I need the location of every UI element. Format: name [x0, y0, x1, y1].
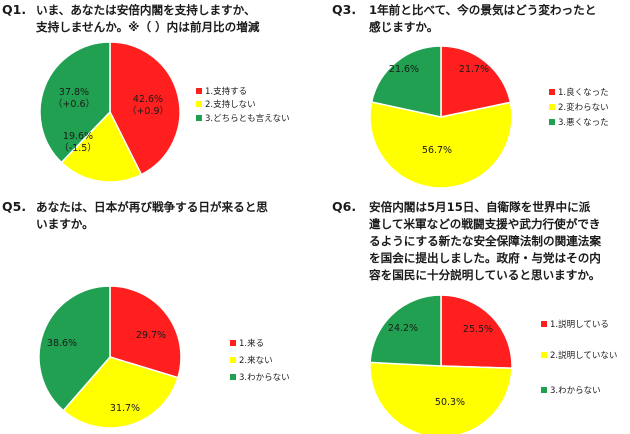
- legend-swatch: [549, 104, 555, 110]
- legend-label: 1.来る: [239, 339, 264, 349]
- pie-slice-1: [109, 41, 181, 176]
- legend-label: 3.どちらとも言えない: [205, 113, 290, 124]
- slice-value-label: 56.7%: [422, 145, 452, 156]
- slice-value-label: 24.2%: [388, 323, 418, 334]
- pie-slice-3: [38, 285, 111, 412]
- pie-slice-1: [440, 294, 513, 370]
- pie-slice-2: [369, 101, 513, 189]
- slice-value-label: 21.7%: [459, 64, 489, 75]
- slice-value-label: 31.7%: [110, 403, 140, 414]
- legend-swatch: [541, 352, 547, 358]
- question-1-text: いま、あなたは安倍内閣を支持しますか、 支持しませんか。※（ ）内は前月比の増減: [36, 3, 260, 34]
- question-6-text: 安倍内閣は5月15日、自衛隊を世界中に派 遣して米軍などの戦闘支援や武力行使がで…: [369, 200, 601, 282]
- question-5-text: あなたは、日本が再び戦争する日が来ると思 いますか。: [36, 200, 268, 231]
- legend-swatch: [549, 119, 555, 125]
- question-1-number: Q1.: [2, 2, 27, 17]
- legend-swatch: [196, 115, 202, 121]
- slice-change-label: （-1.5）: [59, 142, 97, 154]
- legend-swatch: [230, 340, 236, 346]
- legend-label: 3.わからない: [550, 386, 601, 396]
- legend-label: 3.悪くなった: [558, 118, 609, 128]
- pie-slice-2: [369, 361, 513, 434]
- pie-chart-4: 25.5% 50.3% 24.2% 1.説明している 2.説明していない 3.わからない: [369, 294, 617, 434]
- slice-value-label: 50.3%: [435, 397, 465, 408]
- legend-label: 1.支持する: [205, 86, 247, 97]
- pie-chart-1: 42.6%（+0.9） 19.6%（-1.5） 37.8%（+0.6） 1.支持する 2…: [39, 41, 290, 183]
- legend-swatch: [196, 101, 202, 107]
- legend-label: 2.支持しない: [205, 99, 256, 110]
- pie-slice-1: [109, 285, 182, 379]
- question-3-number: Q3.: [332, 2, 357, 17]
- slice-value-label: 19.6%: [63, 131, 93, 142]
- slice-value-label: 42.6%: [133, 94, 163, 105]
- pie-slice-3: [39, 41, 111, 164]
- legend-label: 2.説明していない: [550, 350, 617, 361]
- legend-swatch: [541, 387, 547, 393]
- slice-change-label: （+0.6）: [53, 98, 95, 110]
- pie-slice-3: [369, 294, 442, 367]
- legend-swatch: [196, 88, 202, 94]
- legend-label: 2.来ない: [239, 356, 273, 366]
- legend-swatch: [541, 321, 547, 327]
- slice-value-label: 21.6%: [389, 64, 419, 75]
- slice-value-label: 25.5%: [463, 324, 493, 335]
- pie-chart-2: 21.7% 56.7% 21.6% 1.良くなった 2.変わらない 3.悪くなった: [369, 45, 609, 189]
- slice-value-label: 37.8%: [59, 87, 89, 98]
- legend-swatch: [230, 374, 236, 380]
- legend-swatch: [230, 357, 236, 363]
- question-6-number: Q6.: [332, 199, 357, 214]
- pie-slice-1: [440, 45, 512, 118]
- question-3-text: 1年前と比べて、今の景気はどう変わったと 感じますか。: [369, 3, 597, 34]
- legend-label: 3.わからない: [239, 373, 290, 383]
- legend-label: 1.良くなった: [558, 87, 609, 98]
- pie-slice-3: [370, 45, 442, 118]
- slice-value-label: 29.7%: [136, 330, 166, 341]
- slice-change-label: （+0.9）: [127, 105, 169, 117]
- legend-label: 1.説明している: [550, 319, 609, 330]
- legend-swatch: [549, 89, 555, 95]
- pie-chart-3: 29.7% 31.7% 38.6% 1.来る 2.来ない 3.わからない: [38, 285, 290, 429]
- legend-label: 2.変わらない: [558, 102, 609, 113]
- slice-value-label: 38.6%: [47, 338, 77, 349]
- pie-slice-2: [60, 110, 143, 183]
- question-5-number: Q5.: [2, 199, 27, 214]
- pie-slice-2: [62, 356, 179, 429]
